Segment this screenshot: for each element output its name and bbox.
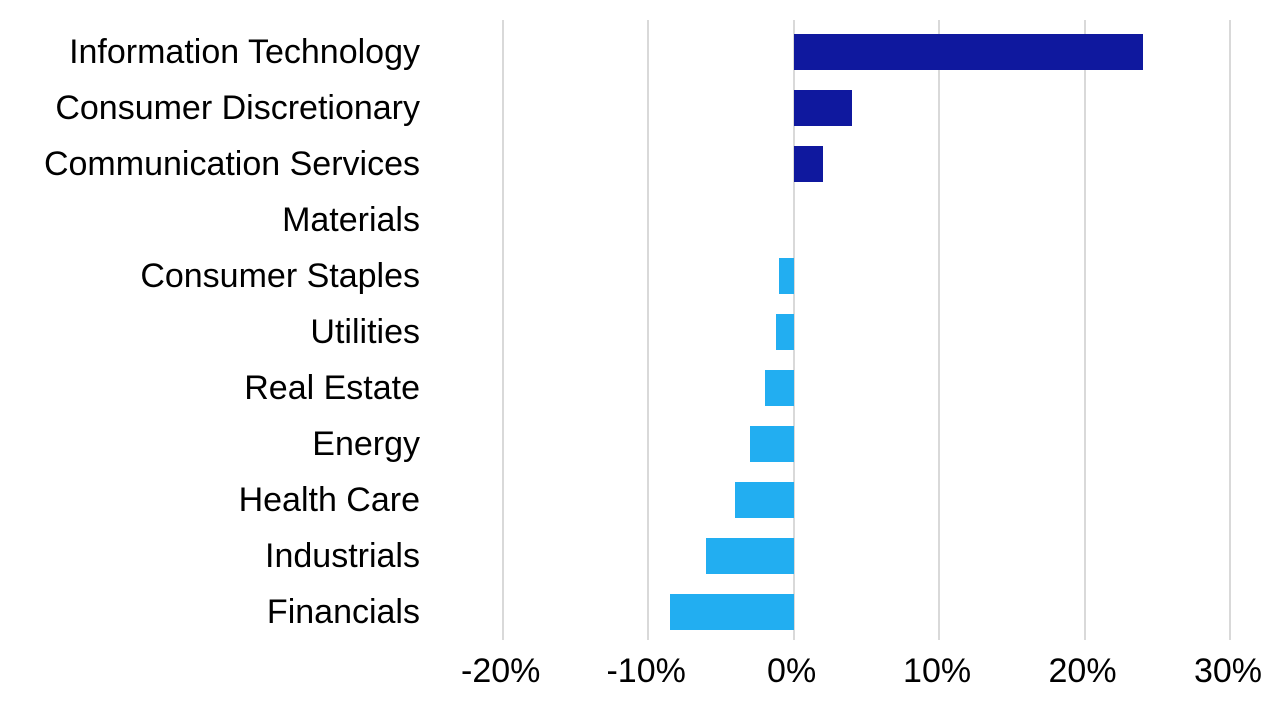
bar bbox=[765, 370, 794, 406]
category-label: Utilities bbox=[0, 304, 420, 360]
plot-area bbox=[428, 24, 1230, 640]
bar-row bbox=[430, 80, 1230, 136]
bar bbox=[670, 594, 794, 630]
x-tick-label: 30% bbox=[1194, 652, 1262, 691]
sector-weights-chart: -20% -10% 0% 10% 20% 30% Information Technolog… bbox=[0, 0, 1280, 720]
bar-row bbox=[430, 360, 1230, 416]
bar bbox=[776, 314, 793, 350]
category-label: Energy bbox=[0, 416, 420, 472]
category-label: Real Estate bbox=[0, 360, 420, 416]
x-tick-label: 0% bbox=[767, 652, 816, 691]
bar-row bbox=[430, 24, 1230, 80]
bar-row bbox=[430, 248, 1230, 304]
bar bbox=[794, 146, 823, 182]
category-label: Consumer Discretionary bbox=[0, 80, 420, 136]
bar bbox=[706, 538, 793, 574]
category-label: Communication Services bbox=[0, 136, 420, 192]
bar-row bbox=[430, 136, 1230, 192]
bar-row bbox=[430, 528, 1230, 584]
bar bbox=[735, 482, 793, 518]
bar-row bbox=[430, 304, 1230, 360]
bar bbox=[794, 34, 1143, 70]
bar-row bbox=[430, 584, 1230, 640]
bar bbox=[750, 426, 794, 462]
category-label: Consumer Staples bbox=[0, 248, 420, 304]
x-tick-label: 20% bbox=[1049, 652, 1117, 691]
x-tick-label: -10% bbox=[606, 652, 685, 691]
x-tick-label: -20% bbox=[461, 652, 540, 691]
category-label: Materials bbox=[0, 192, 420, 248]
category-label: Financials bbox=[0, 584, 420, 640]
x-tick-label: 10% bbox=[903, 652, 971, 691]
bar-row bbox=[430, 416, 1230, 472]
category-label: Information Technology bbox=[0, 24, 420, 80]
bar bbox=[794, 90, 852, 126]
category-label: Industrials bbox=[0, 528, 420, 584]
bar-row bbox=[430, 472, 1230, 528]
category-label: Health Care bbox=[0, 472, 420, 528]
bar bbox=[779, 258, 794, 294]
bar-row bbox=[430, 192, 1230, 248]
